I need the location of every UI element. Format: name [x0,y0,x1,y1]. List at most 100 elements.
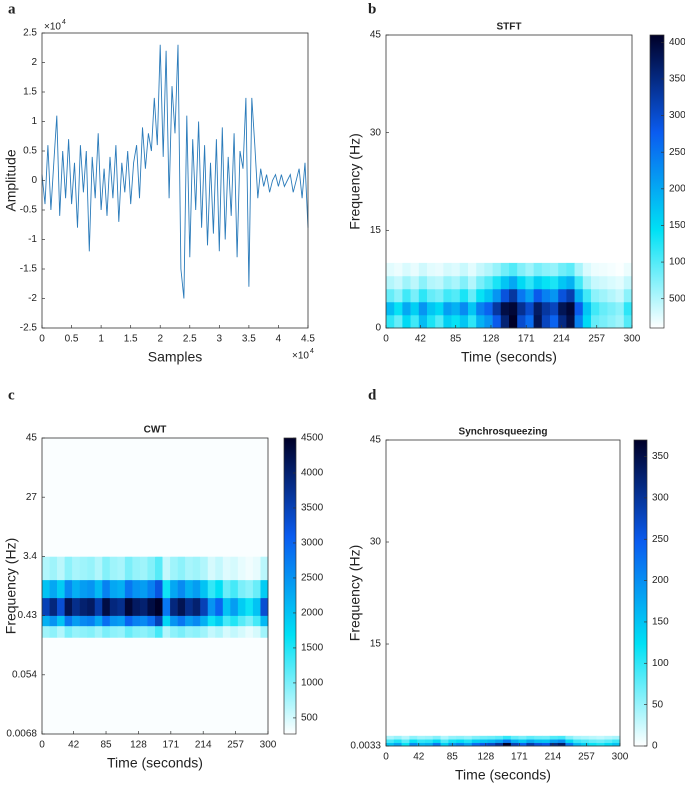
colorbar-tick-label: 2000 [669,183,685,194]
heat-cell [79,556,88,581]
heat-cell [409,735,418,740]
heat-cell [79,438,88,557]
heat-cell [386,314,395,329]
heat-cell [260,615,269,627]
heat-cell [435,262,444,277]
heat-cell [435,288,444,303]
heat-cell [410,262,420,277]
x-tick-label: 214 [545,752,562,763]
heat-cell [401,742,410,747]
colorbar-tick-label: 1000 [301,678,324,689]
heat-cell [42,637,50,735]
x-tick-label: 0 [39,334,45,345]
heat-cell [599,301,608,316]
y-axis-label: Frequency (Hz) [3,538,19,634]
heat-cell [558,314,567,329]
panel-label: a [8,1,16,17]
heat-cell [102,615,111,627]
heat-cell [534,742,543,747]
heat-cell [401,739,410,743]
heat-cell [147,438,156,557]
heat-cell [492,275,502,290]
heat-cell [557,735,566,740]
heat-cell [139,615,148,627]
x-multiplier: ×10 [292,351,309,362]
heat-cell [79,637,88,735]
heat-cell [623,314,633,329]
y-multiplier-exp: 4 [62,19,66,26]
heat-cell [72,438,80,557]
x-tick-label: 4.5 [301,334,315,345]
heat-cell [147,597,156,616]
heat-cell [427,275,436,290]
heat-cell [509,288,518,303]
heat-cell [260,637,269,735]
heat-cell [484,288,493,303]
y-tick-label: -1 [28,234,37,245]
chart-title: Synchrosqueezing [459,427,548,438]
heat-cell [509,275,518,290]
heat-cell [245,438,254,557]
heat-cell [64,637,73,735]
heat-cell [237,625,246,638]
heat-cell [582,262,592,277]
heat-cell [615,301,625,316]
heat-cell [558,275,567,290]
y-tick-label: 0.054 [12,669,37,680]
heat-cell [459,275,469,290]
heat-cell [132,556,141,581]
heat-cell [574,262,584,277]
heat-cell [87,438,96,557]
heat-cell [386,742,395,747]
heat-cell [402,275,411,290]
colorbar-tick-label: 500 [669,293,685,304]
heat-cell [615,288,625,303]
heat-cell [573,739,582,743]
heat-cell [237,637,246,735]
heat-cell [599,288,608,303]
heat-cell [533,301,543,316]
heat-cell [510,735,519,740]
heat-cell [155,615,163,627]
heat-cell [588,739,597,743]
heat-cell [222,615,231,627]
heat-cell [566,314,575,329]
heat-cell [451,314,461,329]
heat-cell [599,262,608,277]
heat-cell [132,579,141,599]
x-axis-label: Time (seconds) [455,767,551,783]
heat-cell [170,637,178,735]
heat-cell [42,625,50,638]
heat-cell [177,615,186,627]
x-tick-label: 171 [518,334,535,345]
heat-cell [245,625,254,638]
heat-cell [573,742,582,747]
y-axis-label: Frequency (Hz) [347,133,363,229]
heat-cell [222,637,231,735]
colorbar-tick-label: 350 [652,451,669,462]
heat-cell [42,597,50,616]
x-tick-label: 85 [100,740,112,751]
heat-cell [132,637,141,735]
heat-cell [200,579,209,599]
heat-cell [57,556,65,581]
heat-cell [471,742,480,747]
heat-cell [170,615,178,627]
heat-cell [517,275,526,290]
heat-cell [591,288,600,303]
heat-cell [394,301,403,316]
heat-cell [147,637,156,735]
heat-cell [222,556,231,581]
heat-cell [139,637,148,735]
y-tick-label: 27 [26,492,38,503]
plot-frame [41,32,309,329]
colorbar-tick-label: 500 [301,713,318,724]
x-tick-label: 0 [39,740,45,751]
x-tick-label: 171 [162,740,179,751]
x-tick-label: 128 [130,740,147,751]
heat-cell [139,556,148,581]
heat-cell [49,637,58,735]
heat-cell [612,735,621,740]
heat-cell [479,735,488,740]
heat-cell [623,275,633,290]
